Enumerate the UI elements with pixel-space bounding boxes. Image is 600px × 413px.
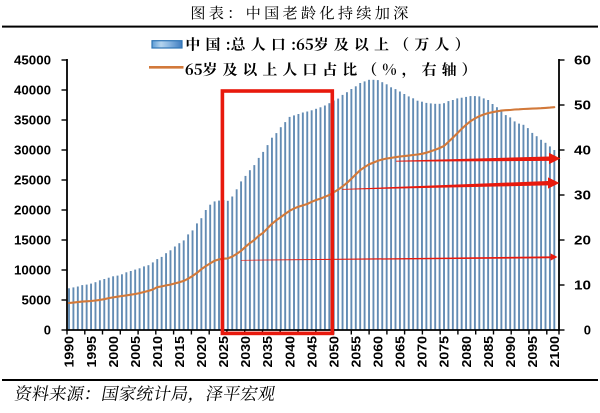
svg-text:2025: 2025 <box>216 336 231 368</box>
svg-text:2065: 2065 <box>393 336 408 368</box>
svg-text:10: 10 <box>574 278 591 293</box>
svg-text:2035: 2035 <box>260 336 275 368</box>
svg-text:2055: 2055 <box>349 336 364 368</box>
svg-text:10000: 10000 <box>14 263 51 278</box>
svg-text:2100: 2100 <box>547 336 562 368</box>
svg-text:2095: 2095 <box>525 336 540 368</box>
svg-text:20: 20 <box>574 233 591 248</box>
svg-text:40000: 40000 <box>14 83 51 98</box>
svg-text:2020: 2020 <box>194 336 209 368</box>
svg-text:1995: 1995 <box>84 336 99 368</box>
svg-text:60: 60 <box>574 53 591 68</box>
svg-text:2045: 2045 <box>304 336 319 368</box>
svg-text:25000: 25000 <box>14 173 51 188</box>
svg-text:2080: 2080 <box>459 336 474 368</box>
svg-text:2085: 2085 <box>481 336 496 368</box>
svg-text:1990: 1990 <box>62 336 77 368</box>
svg-text:2060: 2060 <box>371 336 386 368</box>
svg-text:2000: 2000 <box>106 336 121 368</box>
svg-text:2030: 2030 <box>238 336 253 368</box>
svg-text:2015: 2015 <box>172 336 187 368</box>
svg-text:20000: 20000 <box>14 203 51 218</box>
svg-text:2050: 2050 <box>326 336 341 368</box>
svg-text:2005: 2005 <box>128 336 143 368</box>
svg-text:2070: 2070 <box>415 336 430 368</box>
svg-text:2040: 2040 <box>282 336 297 368</box>
svg-text:30000: 30000 <box>14 143 51 158</box>
svg-text:35000: 35000 <box>14 113 51 128</box>
svg-text:50: 50 <box>574 98 591 113</box>
svg-text:45000: 45000 <box>14 53 51 68</box>
svg-text:0: 0 <box>584 323 591 338</box>
svg-text:5000: 5000 <box>22 293 52 308</box>
svg-text:2090: 2090 <box>503 336 518 368</box>
svg-text:0: 0 <box>44 323 51 338</box>
svg-text:2010: 2010 <box>150 336 165 368</box>
svg-text:30: 30 <box>574 188 591 203</box>
svg-text:40: 40 <box>574 143 591 158</box>
svg-text:2075: 2075 <box>437 336 452 368</box>
svg-text:15000: 15000 <box>14 233 51 248</box>
